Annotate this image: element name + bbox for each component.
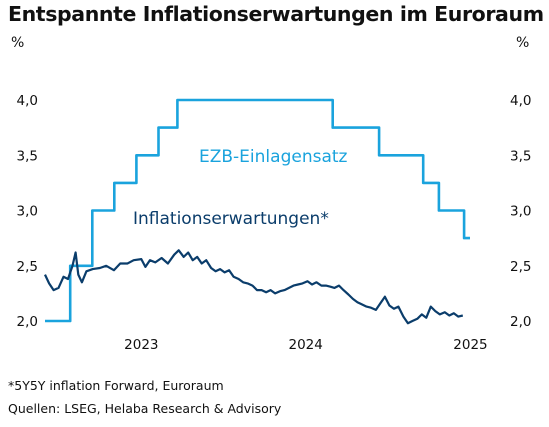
footnote-definition: *5Y5Y inflation Forward, Euroraum <box>8 378 224 393</box>
y-tick-label-left: 3,0 <box>17 204 38 220</box>
series-line-inflation <box>44 249 464 325</box>
y-tick-label-left: 2,5 <box>17 259 38 275</box>
x-tick-label: 2023 <box>124 337 158 353</box>
series-line-ezb <box>45 98 470 323</box>
y-unit-left: % <box>11 35 24 51</box>
x-tick-label: 2025 <box>453 337 487 353</box>
annotation-inflation: Inflationserwartungen* <box>133 209 329 229</box>
annotation-ezb: EZB-Einlagensatz <box>199 147 348 167</box>
series-group <box>44 98 470 325</box>
y-unit-right: % <box>516 35 529 51</box>
y-tick-label-right: 2,5 <box>510 259 531 275</box>
y-tick-label-left: 4,0 <box>17 93 38 109</box>
y-tick-label-right: 3,0 <box>510 204 531 220</box>
y-ticks-right: 2,0 2,5 3,0 3,5 4,0 <box>510 93 531 330</box>
y-ticks-left: 2,0 2,5 3,0 3,5 4,0 <box>17 93 38 330</box>
y-tick-label-right: 4,0 <box>510 93 531 109</box>
x-tick-label: 2024 <box>288 337 322 353</box>
x-ticks: 2023 2024 2025 <box>124 337 487 353</box>
y-tick-label-right: 2,0 <box>510 314 531 330</box>
y-tick-label-left: 2,0 <box>17 314 38 330</box>
y-tick-label-right: 3,5 <box>510 148 531 164</box>
y-tick-label-left: 3,5 <box>17 148 38 164</box>
chart-title: Entspannte Inflationserwartungen im Euro… <box>8 2 544 26</box>
footnote-sources: Quellen: LSEG, Helaba Research & Advisor… <box>8 401 282 416</box>
